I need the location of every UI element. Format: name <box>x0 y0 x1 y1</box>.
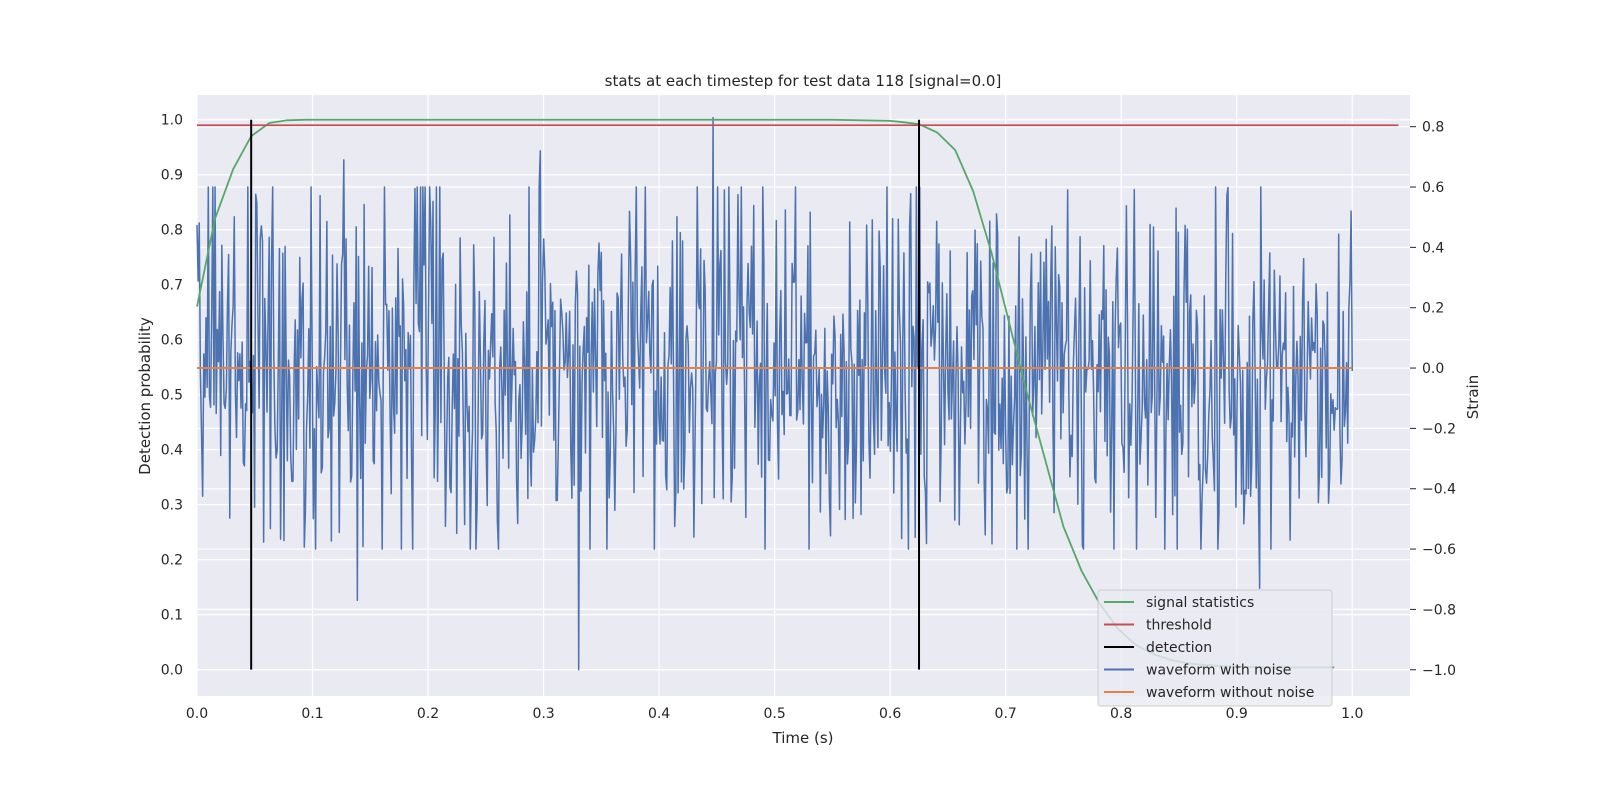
y2-tick-label: 0.0 <box>1422 361 1444 377</box>
x-tick-label: 1.0 <box>1341 706 1363 722</box>
legend: signal statistics threshold detection wavef… <box>1097 589 1333 707</box>
y2-tick-label: 0.2 <box>1422 301 1444 317</box>
legend-label: signal statistics <box>1146 595 1254 611</box>
x-tick-label: 0.9 <box>1226 706 1248 722</box>
x-tick-label: 0.2 <box>417 706 439 722</box>
x-tick-label: 0.6 <box>879 706 901 722</box>
y2-tick-label: −0.2 <box>1422 421 1456 437</box>
x-tick-label: 0.4 <box>648 706 670 722</box>
y2-tick-label: 0.4 <box>1422 240 1444 256</box>
x-tick-label: 0.3 <box>532 706 554 722</box>
y-tick-label: 0.6 <box>161 333 183 349</box>
chart-title: stats at each timestep for test data 118… <box>605 72 1002 90</box>
y2-tick-label: −0.6 <box>1422 542 1456 558</box>
y-tick-label: 0.1 <box>161 608 183 624</box>
x-tick-label: 0.0 <box>186 706 208 722</box>
legend-label: waveform without noise <box>1146 685 1314 701</box>
y-tick-label: 0.0 <box>161 663 183 679</box>
y-tick-label: 0.8 <box>161 223 183 239</box>
y2-tick-label: 0.8 <box>1422 120 1444 136</box>
y2-tick-label: −0.8 <box>1422 602 1456 618</box>
y2-tick-label: 0.6 <box>1422 180 1444 196</box>
legend-label: detection <box>1146 640 1212 656</box>
legend-box <box>1097 589 1333 707</box>
x-tick-label: 0.7 <box>995 706 1017 722</box>
y-tick-label: 0.5 <box>161 388 183 404</box>
y2-tick-labels: −1.0 −0.8 −0.6 −0.4 −0.2 0.0 0.2 0.4 0.6 0.8 <box>1410 120 1456 679</box>
y-tick-label: 1.0 <box>161 113 183 129</box>
legend-label: waveform with noise <box>1146 663 1291 679</box>
x-axis-label: Time (s) <box>772 729 834 747</box>
x-tick-label: 0.8 <box>1110 706 1132 722</box>
x-tick-label: 0.5 <box>763 706 785 722</box>
y-tick-label: 0.4 <box>161 443 183 459</box>
y-axis-label: Detection probability <box>136 317 154 475</box>
x-tick-label: 0.1 <box>301 706 323 722</box>
y-tick-label: 0.2 <box>161 553 183 569</box>
x-tick-labels: 0.0 0.1 0.2 0.3 0.4 0.5 0.6 0.7 0.8 0.9 1.0 <box>186 706 1364 722</box>
y-tick-label: 0.7 <box>161 278 183 294</box>
y-tick-label: 0.3 <box>161 498 183 514</box>
series-waveform-with-noise <box>196 116 1353 671</box>
y2-tick-label: −1.0 <box>1422 663 1456 679</box>
y-tick-labels: 0.0 0.1 0.2 0.3 0.4 0.5 0.6 0.7 0.8 0.9 1.0 <box>161 113 183 679</box>
y2-tick-label: −0.4 <box>1422 482 1456 498</box>
y2-axis-label: Strain <box>1464 375 1482 419</box>
legend-label: threshold <box>1146 618 1212 634</box>
y-tick-label: 0.9 <box>161 168 183 184</box>
